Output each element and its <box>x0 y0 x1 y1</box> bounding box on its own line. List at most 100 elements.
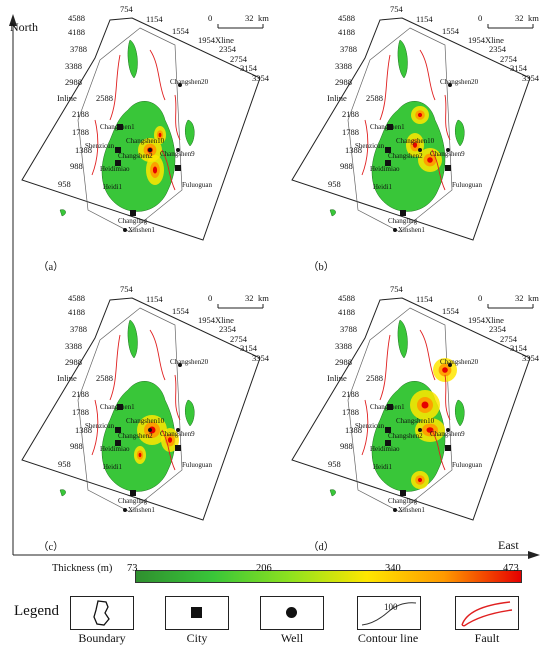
well-marker <box>176 148 180 152</box>
thickness-area-small <box>329 489 336 497</box>
inline-tick-label: 988 <box>70 161 83 171</box>
xline-tick-label: 1154 <box>146 294 163 304</box>
well-name-label: Changshen9 <box>160 430 195 438</box>
scale-start-label: 0 <box>478 13 483 23</box>
inline-tick-label: 1388 <box>345 425 362 435</box>
xline-tick-label: 2754 <box>500 54 517 64</box>
well-name-label: Changshen10 <box>126 137 165 145</box>
inline-tick-label: 1788 <box>342 407 359 417</box>
well-name-label: Xinshen1 <box>128 506 155 514</box>
xline-tick-label: 1154 <box>416 14 433 24</box>
xline-tick-label: 1154 <box>146 14 163 24</box>
well-name-label: Changling <box>118 217 148 225</box>
fault-line <box>174 94 181 141</box>
well-marker <box>148 428 152 432</box>
fault-line <box>361 399 369 456</box>
colorbar-tick-473: 473 <box>503 563 519 574</box>
city-marker <box>385 427 391 433</box>
xline-label: Xline <box>485 35 504 45</box>
well-name-label: Changshen20 <box>170 358 209 366</box>
inline-tick-label: 1788 <box>342 127 359 137</box>
inline-tick-label: 3788 <box>340 44 357 54</box>
boundary-symbol-icon <box>93 600 110 626</box>
thickness-area-north <box>397 39 408 79</box>
xline-tick-label: 3354 <box>252 353 269 363</box>
xline-tick-label: 2354 <box>489 44 506 54</box>
colorbar-tick-206: 206 <box>256 563 272 574</box>
city-marker <box>445 165 451 171</box>
legend-contour-box: 100 <box>357 596 421 630</box>
inline-tick-label: 4188 <box>338 307 355 317</box>
city-marker <box>115 147 121 153</box>
contour-sample-value: 100 <box>384 602 398 612</box>
xline-label: Xline <box>485 315 504 325</box>
thickness-hotspot-peak <box>417 477 423 483</box>
inline-tick-label: 1788 <box>72 407 89 417</box>
fault-line <box>161 149 176 191</box>
panel-caption: （b） <box>308 262 335 273</box>
inline-tick-label: 4188 <box>68 307 85 317</box>
thickness-area-east <box>185 399 195 427</box>
well-marker <box>123 508 127 512</box>
xline-tick-label: 2354 <box>489 324 506 334</box>
xline-tick-label: 1554 <box>172 306 189 316</box>
fault-line <box>149 329 166 381</box>
fault-line <box>419 329 436 381</box>
fault-line <box>109 334 121 401</box>
well-marker <box>393 508 397 512</box>
inline-tick-label: 2988 <box>65 77 82 87</box>
scale-end-label: 32 <box>515 13 524 23</box>
xline-tick-label: 754 <box>390 284 403 294</box>
scale-start-label: 0 <box>478 293 483 303</box>
legend-well-box <box>260 596 324 630</box>
fault-line <box>379 54 391 121</box>
well-name-label: Changling <box>388 497 418 505</box>
city-marker <box>400 210 406 216</box>
well-marker <box>393 228 397 232</box>
xline-tick-label: 2754 <box>500 334 517 344</box>
well-name-label: Changshen1 <box>370 123 405 131</box>
xline-tick-label: 3154 <box>240 63 257 73</box>
legend-well-label: Well <box>280 631 304 645</box>
xline-tick-label: 2354 <box>219 324 236 334</box>
well-marker <box>123 228 127 232</box>
xline-label: Xline <box>215 35 234 45</box>
legend-title: Legend <box>14 603 59 619</box>
well-name-label: Shenzicun <box>355 422 385 430</box>
inline-tick-label: 3388 <box>65 61 82 71</box>
xline-tick-label: 1954 <box>198 35 215 45</box>
scale-unit-label: km <box>258 293 269 303</box>
work-area-outline <box>77 27 183 233</box>
legend-city-box <box>165 596 229 630</box>
well-marker <box>418 148 422 152</box>
colorbar-gradient <box>136 571 521 582</box>
well-name-label: Changshen10 <box>396 137 435 145</box>
inline-tick-label: 958 <box>328 459 341 469</box>
city-marker <box>117 124 123 130</box>
well-name-label: Xinshen1 <box>398 226 425 234</box>
well-name-label: Changshen1 <box>100 123 135 131</box>
well-name-label: Heidi1 <box>373 463 393 471</box>
inline-tick-label: 3788 <box>340 324 357 334</box>
xline-tick-label: 1954 <box>468 35 485 45</box>
inline-tick-label: 2988 <box>65 357 82 367</box>
thickness-area-east <box>455 119 465 147</box>
well-name-label: Changling <box>388 217 418 225</box>
well-name-label: Shenzicun <box>85 422 115 430</box>
inline-label: Inline <box>57 93 77 103</box>
thickness-hotspot-peak <box>426 427 434 433</box>
fault-line-icon <box>461 601 513 627</box>
map-panel-a: 0 32 km Xline Inline 4588 4188 3788 3388 2988 2588… <box>0 0 270 280</box>
map-canvas <box>291 297 534 521</box>
thickness-area-small <box>329 209 336 217</box>
legend-contour-label: Contour line <box>357 631 419 645</box>
colorbar <box>135 570 522 583</box>
well-dot-icon <box>286 607 297 618</box>
well-marker <box>446 428 450 432</box>
scale-end-label: 32 <box>245 13 254 23</box>
city-marker <box>385 160 391 166</box>
well-name-label: Fuluoguan <box>182 181 212 189</box>
thickness-hotspot-peak <box>152 166 158 174</box>
inline-tick-label: 4188 <box>68 27 85 37</box>
fault-line <box>91 119 99 176</box>
